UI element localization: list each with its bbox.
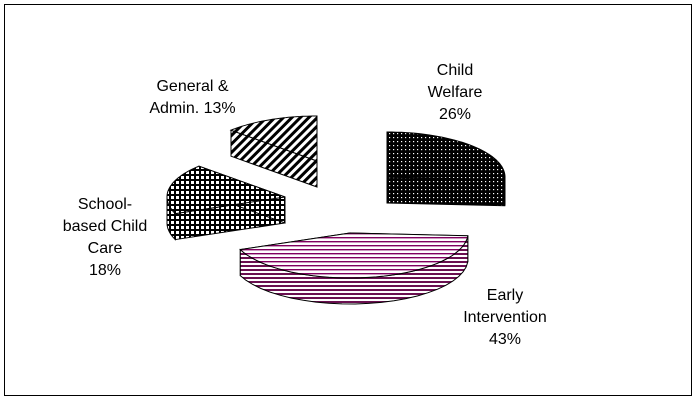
slice-label-school-based-child-care: School- based Child Care 18%: [62, 196, 148, 279]
slice-label-child-welfare: Child Welfare 26%: [427, 62, 483, 123]
pie-slice-school-based-child-care: [166, 165, 286, 241]
pie-slice-general-admin: [229, 115, 318, 188]
pie-slice-early-intervention: [239, 232, 469, 305]
pie-slice-child-welfare: [386, 131, 506, 207]
slice-label-early-intervention: Early Intervention 43%: [463, 287, 547, 348]
chart-frame: [4, 4, 692, 396]
slice-label-general-admin: General & Admin. 13%: [149, 78, 236, 117]
